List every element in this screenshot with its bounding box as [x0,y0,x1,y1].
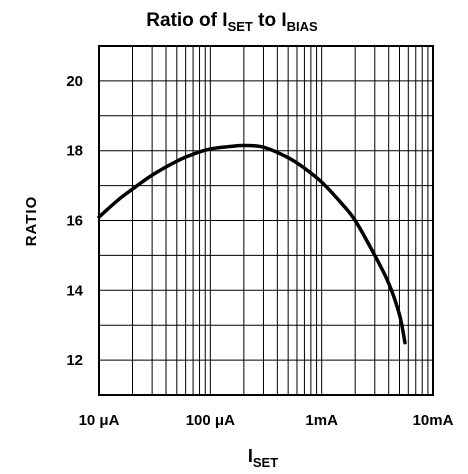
x-tick-label: 10 μA [79,412,120,429]
x-tick-labels: 10 μA 100 μA 1mA 10mA [79,412,454,429]
y-tick-label: 20 [66,73,83,90]
x-tick-label: 100 μA [186,412,235,429]
y-tick-labels: 12 14 16 18 20 [66,73,83,369]
y-tick-label: 16 [66,213,83,230]
grid [99,46,433,395]
chart-title: Ratio of ISET to IBIAS [146,10,318,34]
x-tick-label: 1mA [305,412,338,429]
y-axis-label: RATIO [23,196,40,247]
ratio-curve [97,143,407,345]
x-axis-label: ISET [248,446,278,470]
x-tick-label: 10mA [413,412,454,429]
y-tick-label: 12 [66,352,83,369]
y-tick-label: 14 [66,282,83,299]
y-tick-label: 18 [66,143,83,160]
plot-frame [98,45,434,396]
